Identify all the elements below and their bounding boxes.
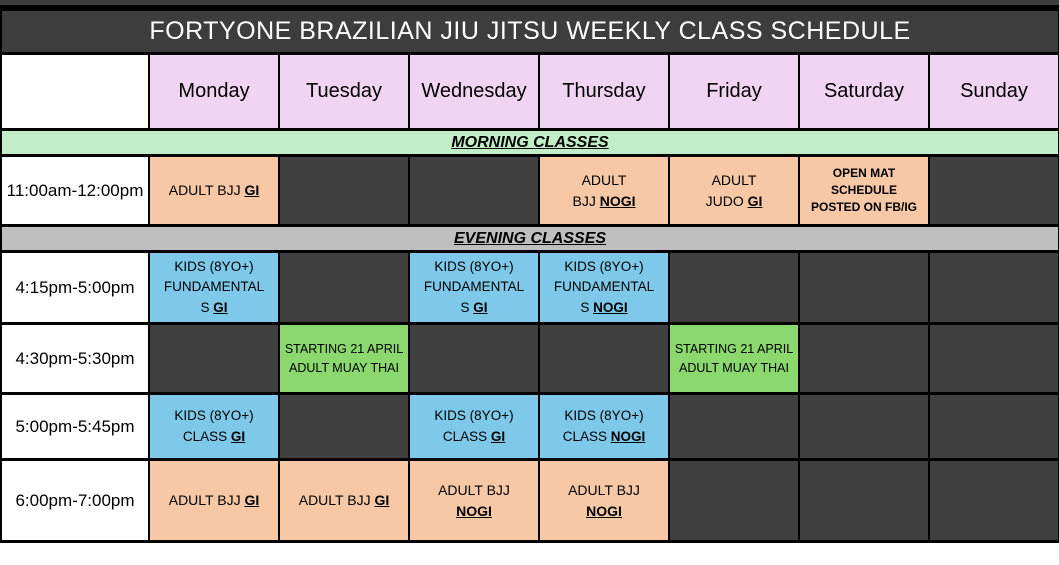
class-label-emphasis: GI xyxy=(244,492,260,508)
evening-section-banner: EVENING CLASSES xyxy=(0,224,1059,253)
class-label: KIDS (8YO+) FUNDAMENTAL S xyxy=(163,259,265,315)
class-label: ADULT BJJ xyxy=(168,182,245,198)
class-label: KIDS (8YO+) FUNDAMENTAL S xyxy=(553,259,655,315)
empty-cell-sunday-0 xyxy=(927,154,1059,227)
schedule-row-0: 11:00am-12:00pm ADULT BJJ GI ADULT BJJ NOG… xyxy=(0,154,1059,227)
empty-cell-wednesday-2 xyxy=(408,322,540,395)
time-slot-1: 4:15pm-5:00pm xyxy=(0,250,150,325)
time-slot-3: 5:00pm-5:45pm xyxy=(0,392,150,461)
class-label: KIDS (8YO+) CLASS xyxy=(434,408,514,444)
class-cell-wednesday-1: KIDS (8YO+) FUNDAMENTAL S GI xyxy=(408,250,540,325)
schedule-row-1: 4:15pm-5:00pm KIDS (8YO+) FUNDAMENTAL S G… xyxy=(0,250,1059,325)
class-label: ADULT BJJ xyxy=(298,492,375,508)
class-cell-wednesday-3: KIDS (8YO+) CLASS GI xyxy=(408,392,540,461)
class-label: KIDS (8YO+) CLASS xyxy=(562,408,644,444)
class-label-emphasis: NOGI xyxy=(593,299,628,315)
class-cell-monday-1: KIDS (8YO+) FUNDAMENTAL S GI xyxy=(148,250,280,325)
class-label: ADULT BJJ xyxy=(568,481,640,498)
empty-cell-sunday-3 xyxy=(927,392,1059,461)
class-label-emphasis: GI xyxy=(244,182,260,198)
class-cell-friday-0: ADULT JUDO GI xyxy=(668,154,800,227)
empty-cell-saturday-3 xyxy=(798,392,930,461)
morning-section-banner: MORNING CLASSES xyxy=(0,128,1059,157)
class-label: ADULT BJJ xyxy=(168,492,245,508)
class-label-emphasis: NOGI xyxy=(599,192,636,209)
class-label: ADULT BJJ xyxy=(438,481,510,498)
empty-cell-saturday-4 xyxy=(798,458,930,543)
class-cell-thursday-0: ADULT BJJ NOGI xyxy=(538,154,670,227)
class-label-emphasis: NOGI xyxy=(610,428,646,444)
class-label-emphasis: GI xyxy=(230,428,246,444)
class-label-emphasis: GI xyxy=(490,428,506,444)
class-cell-thursday-3: KIDS (8YO+) CLASS NOGI xyxy=(538,392,670,461)
evening-banner-row: EVENING CLASSES xyxy=(0,224,1059,253)
class-label-emphasis: NOGI xyxy=(586,502,622,519)
day-header-wednesday: Wednesday xyxy=(408,52,540,131)
class-cell-friday-2: STARTING 21 APRIL ADULT MUAY THAI xyxy=(668,322,800,395)
schedule-row-2: 4:30pm-5:30pm STARTING 21 APRIL ADULT MUA… xyxy=(0,322,1059,395)
day-header-sunday: Sunday xyxy=(927,52,1059,131)
schedule-row-3: 5:00pm-5:45pm KIDS (8YO+) CLASS GI KIDS (8… xyxy=(0,392,1059,461)
empty-cell-friday-3 xyxy=(668,392,800,461)
empty-cell-sunday-1 xyxy=(927,250,1059,325)
top-strip xyxy=(0,0,1059,8)
class-cell-monday-3: KIDS (8YO+) CLASS GI xyxy=(148,392,280,461)
day-header-monday: Monday xyxy=(148,52,280,131)
empty-cell-sunday-2 xyxy=(927,322,1059,395)
class-label-emphasis: GI xyxy=(747,192,763,209)
class-label-emphasis: GI xyxy=(374,492,390,508)
class-cell-thursday-1: KIDS (8YO+) FUNDAMENTAL S NOGI xyxy=(538,250,670,325)
class-cell-tuesday-2: STARTING 21 APRIL ADULT MUAY THAI xyxy=(278,322,410,395)
class-label: ADULT JUDO xyxy=(705,171,757,209)
class-cell-thursday-4: ADULT BJJ NOGI xyxy=(538,458,670,543)
class-cell-saturday-0: OPEN MAT SCHEDULE POSTED ON FB/IG xyxy=(798,154,930,227)
class-label: ADULT BJJ xyxy=(572,171,627,209)
class-label: KIDS (8YO+) FUNDAMENTAL S xyxy=(423,259,525,315)
empty-cell-friday-1 xyxy=(668,250,800,325)
empty-cell-friday-4 xyxy=(668,458,800,543)
class-label-emphasis: GI xyxy=(213,299,228,315)
time-slot-0: 11:00am-12:00pm xyxy=(0,154,150,227)
class-cell-tuesday-4: ADULT BJJ GI xyxy=(278,458,410,543)
empty-cell-saturday-1 xyxy=(798,250,930,325)
empty-cell-tuesday-1 xyxy=(278,250,410,325)
empty-cell-saturday-2 xyxy=(798,322,930,395)
day-header-thursday: Thursday xyxy=(538,52,670,131)
time-slot-2: 4:30pm-5:30pm xyxy=(0,322,150,395)
class-cell-wednesday-4: ADULT BJJ NOGI xyxy=(408,458,540,543)
time-slot-4: 6:00pm-7:00pm xyxy=(0,458,150,543)
empty-cell-monday-2 xyxy=(148,322,280,395)
empty-cell-sunday-4 xyxy=(927,458,1059,543)
day-header-saturday: Saturday xyxy=(798,52,930,131)
class-cell-monday-4: ADULT BJJ GI xyxy=(148,458,280,543)
day-header-friday: Friday xyxy=(668,52,800,131)
class-cell-monday-0: ADULT BJJ GI xyxy=(148,154,280,227)
title-row: FORTYONE BRAZILIAN JIU JITSU WEEKLY CLAS… xyxy=(0,8,1059,55)
class-label: STARTING 21 APRIL ADULT MUAY THAI xyxy=(284,341,404,375)
empty-cell-tuesday-3 xyxy=(278,392,410,461)
morning-banner-row: MORNING CLASSES xyxy=(0,128,1059,157)
empty-cell-tuesday-0 xyxy=(278,154,410,227)
day-header-row: Monday Tuesday Wednesday Thursday Friday Satu… xyxy=(0,52,1059,131)
class-label: OPEN MAT SCHEDULE POSTED ON FB/IG xyxy=(810,165,917,215)
empty-cell-thursday-2 xyxy=(538,322,670,395)
class-label-emphasis: GI xyxy=(473,299,488,315)
day-header-tuesday: Tuesday xyxy=(278,52,410,131)
class-label-emphasis: NOGI xyxy=(456,502,492,519)
class-label: KIDS (8YO+) CLASS xyxy=(174,408,254,444)
page-title: FORTYONE BRAZILIAN JIU JITSU WEEKLY CLAS… xyxy=(0,8,1059,55)
schedule-row-4: 6:00pm-7:00pm ADULT BJJ GI ADULT BJJ GI ADU… xyxy=(0,458,1059,543)
empty-cell-wednesday-0 xyxy=(408,154,540,227)
weekly-schedule-table: FORTYONE BRAZILIAN JIU JITSU WEEKLY CLAS… xyxy=(0,8,1059,543)
class-label: STARTING 21 APRIL ADULT MUAY THAI xyxy=(674,341,794,375)
corner-cell xyxy=(0,52,150,131)
